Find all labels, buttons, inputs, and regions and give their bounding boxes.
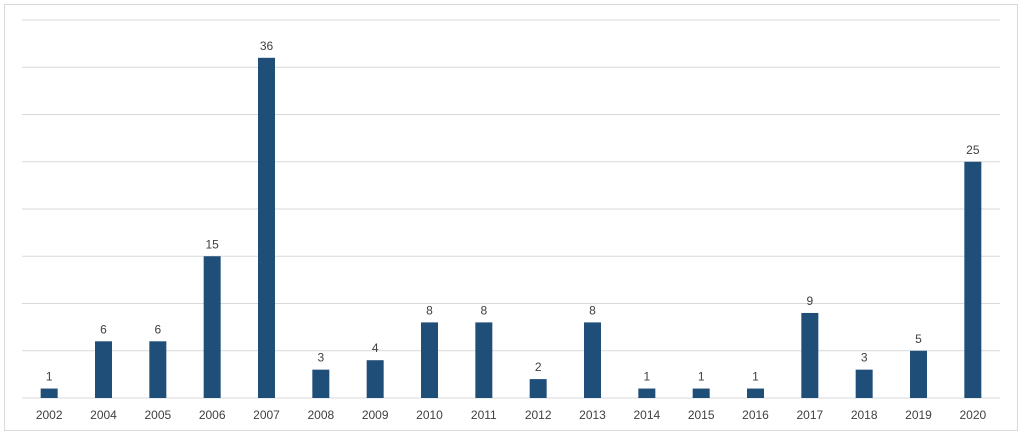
data-label-2020: 25 — [966, 143, 980, 157]
x-tick-label-2005: 2005 — [144, 408, 171, 422]
bar-2016 — [747, 388, 764, 398]
bar-2014 — [638, 388, 656, 398]
bar-2015 — [692, 388, 710, 398]
x-axis-tick-labels: 2002 2004 2005 2006 2007 2008 2009 2010 2011 2012… — [36, 408, 987, 422]
data-label-2019: 5 — [915, 332, 922, 346]
data-label-2014: 1 — [643, 370, 650, 384]
data-label-2016: 1 — [752, 370, 759, 384]
x-tick-label-2015: 2015 — [688, 408, 715, 422]
data-label-2002: 1 — [46, 370, 53, 384]
gridlines — [22, 19, 1000, 399]
bar-2013 — [584, 322, 601, 398]
data-label-2018: 3 — [861, 351, 868, 365]
data-label-2013: 8 — [589, 303, 596, 317]
bars — [40, 57, 982, 399]
data-label-2010: 8 — [426, 303, 433, 317]
bar-2019 — [910, 350, 927, 398]
data-label-2015: 1 — [698, 370, 705, 384]
data-label-2005: 6 — [154, 322, 161, 336]
data-label-2009: 4 — [372, 341, 379, 355]
x-tick-label-2014: 2014 — [633, 408, 660, 422]
x-tick-label-2009: 2009 — [362, 408, 389, 422]
bar-2004 — [95, 341, 112, 398]
x-tick-label-2004: 2004 — [90, 408, 117, 422]
x-tick-label-2019: 2019 — [905, 408, 932, 422]
data-label-2008: 3 — [317, 351, 324, 365]
bar-2018 — [855, 369, 873, 398]
bar-2020 — [964, 161, 982, 398]
bar-2017 — [801, 312, 819, 398]
x-tick-label-2011: 2011 — [471, 408, 497, 422]
bar-2006 — [203, 256, 221, 398]
data-labels: 1 6 6 15 36 3 4 8 8 2 8 1 1 1 9 3 5 25 — [46, 39, 980, 384]
data-label-2011: 8 — [480, 303, 487, 317]
x-tick-label-2013: 2013 — [579, 408, 606, 422]
data-label-2012: 2 — [535, 360, 542, 374]
x-tick-label-2012: 2012 — [525, 408, 552, 422]
bar-2010 — [421, 322, 438, 398]
bar-2011 — [475, 322, 493, 398]
bar-2007 — [258, 57, 275, 399]
x-tick-label-2020: 2020 — [959, 408, 986, 422]
bar-2005 — [149, 341, 167, 398]
bar-2012 — [529, 379, 547, 398]
x-tick-label-2002: 2002 — [36, 408, 63, 422]
bar-2002 — [40, 388, 58, 398]
data-label-2004: 6 — [100, 322, 107, 336]
x-tick-label-2010: 2010 — [416, 408, 443, 422]
data-label-2007: 36 — [260, 39, 274, 53]
x-tick-label-2016: 2016 — [742, 408, 769, 422]
x-tick-label-2006: 2006 — [199, 408, 226, 422]
data-label-2017: 9 — [806, 294, 813, 308]
bar-2009 — [366, 360, 384, 398]
bar-2008 — [312, 369, 330, 398]
chart-frame — [4, 4, 1018, 431]
x-tick-label-2007: 2007 — [253, 408, 280, 422]
x-tick-label-2008: 2008 — [307, 408, 334, 422]
x-tick-label-2018: 2018 — [851, 408, 878, 422]
x-tick-label-2017: 2017 — [796, 408, 823, 422]
data-label-2006: 15 — [205, 237, 219, 251]
